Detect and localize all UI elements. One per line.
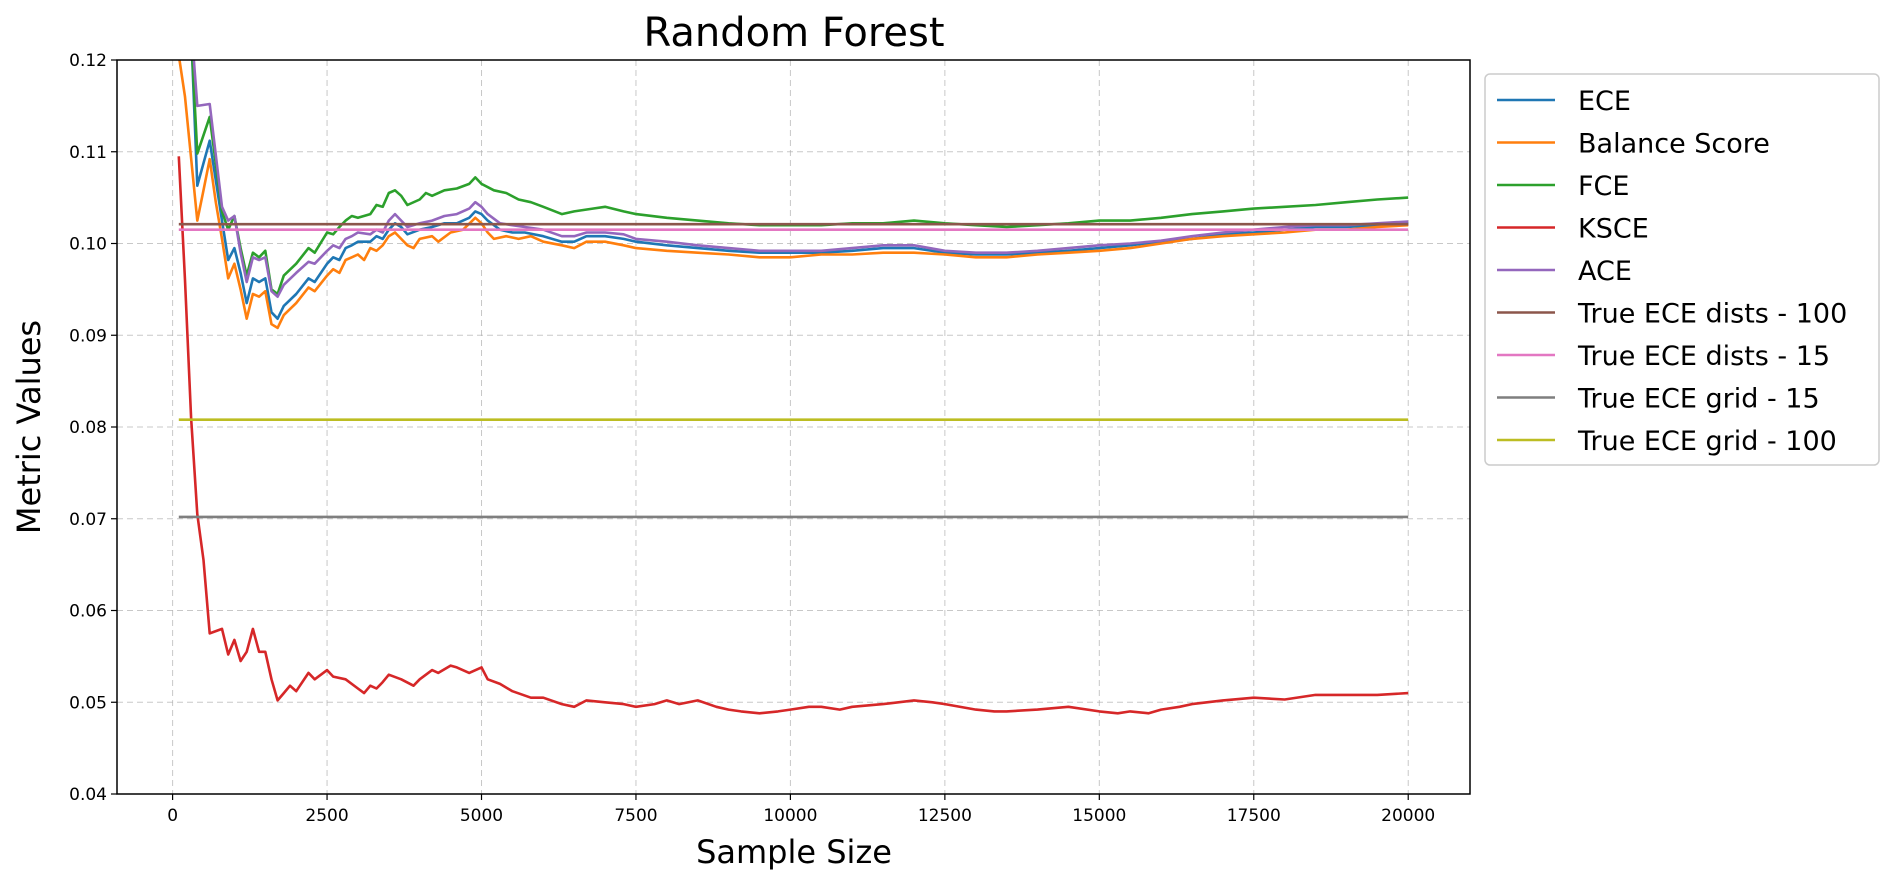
- legend-label-ace: ACE: [1578, 256, 1632, 287]
- x-tick-label: 17500: [1227, 806, 1281, 826]
- x-tick-label: 0: [167, 806, 178, 826]
- y-tick-label: 0.09: [69, 326, 107, 346]
- legend-label-balance-score: Balance Score: [1578, 129, 1770, 160]
- chart-title: Random Forest: [643, 10, 944, 56]
- series-line-ece: [190, 60, 1409, 321]
- legend-label-true-ece-dists-15: True ECE dists - 15: [1577, 341, 1830, 372]
- legend-label-fce: FCE: [1578, 171, 1629, 202]
- y-tick-label: 0.05: [69, 693, 107, 713]
- x-tick-label: 7500: [614, 806, 657, 826]
- x-tick-label: 10000: [763, 806, 817, 826]
- y-tick-label: 0.12: [69, 51, 107, 71]
- legend-frame: [1484, 73, 1880, 466]
- x-tick-label: 15000: [1072, 806, 1126, 826]
- y-tick-label: 0.11: [69, 143, 107, 163]
- series-line-ace: [192, 60, 1409, 299]
- plot-series: [177, 60, 1409, 715]
- series-line-fce: [191, 60, 1409, 296]
- legend-label-true-ece-grid-15: True ECE grid - 15: [1577, 384, 1820, 415]
- y-tick-label: 0.04: [69, 785, 107, 805]
- series-line-ksce: [177, 156, 1409, 715]
- y-tick-label: 0.10: [69, 235, 107, 255]
- y-axis: 0.04 0.05 0.06 0.07 0.08 0.09 0.10 0.11 0.12: [69, 51, 117, 805]
- legend-label-true-ece-dists-100: True ECE dists - 100: [1577, 299, 1847, 330]
- x-axis: 0 2500 5000 7500 10000 12500 15000 17500 20000: [167, 794, 1435, 826]
- x-tick-label: 5000: [460, 806, 503, 826]
- legend: ECE Balance Score FCE KSCE ACE True ECE dists…: [1484, 73, 1880, 466]
- x-tick-label: 12500: [918, 806, 972, 826]
- y-tick-label: 0.07: [69, 510, 107, 530]
- y-tick-label: 0.08: [69, 418, 107, 438]
- legend-label-ksce: KSCE: [1578, 214, 1649, 245]
- x-tick-label: 20000: [1381, 806, 1435, 826]
- x-axis-label: Sample Size: [696, 833, 892, 871]
- y-tick-label: 0.06: [69, 602, 107, 622]
- legend-label-ece: ECE: [1578, 86, 1631, 117]
- x-tick-label: 2500: [305, 806, 348, 826]
- y-axis-label: Metric Values: [10, 320, 48, 534]
- legend-label-true-ece-grid-100: True ECE grid - 100: [1577, 426, 1837, 457]
